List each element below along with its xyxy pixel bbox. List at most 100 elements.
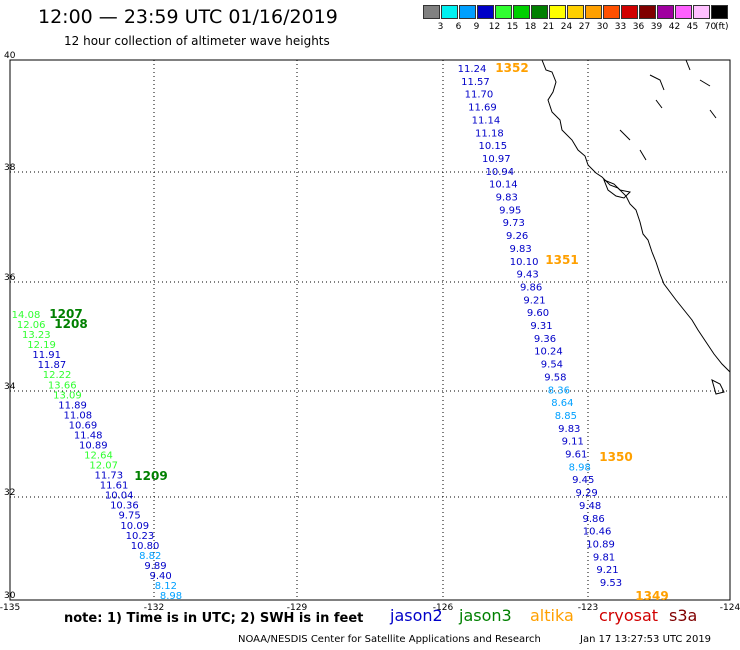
wave-height-value: 10.80 [131, 541, 160, 552]
legend-s3a: s3a [669, 606, 698, 625]
pass-time-label: 1351 [545, 253, 578, 267]
pass-time-label: 1350 [599, 450, 632, 464]
wave-height-value: 9.89 [144, 561, 166, 572]
color-scale-label: 45 [686, 22, 699, 32]
map-frame [9, 59, 731, 601]
wave-height-value: 9.95 [499, 205, 521, 216]
wave-height-value: 12.64 [84, 451, 113, 462]
pass-time-label: 1352 [495, 61, 528, 75]
color-scale-label: 15 [506, 22, 519, 32]
pass-time-label: 1207 [49, 307, 82, 321]
color-swatch [639, 5, 656, 19]
wave-height-value: 9.53 [600, 578, 622, 589]
color-scale-label: 21 [542, 22, 555, 32]
wave-height-value: 9.21 [523, 295, 545, 306]
wave-height-value: 10.46 [583, 527, 612, 538]
wave-height-value: 11.89 [58, 400, 87, 411]
lat-tick-label: 40 [4, 51, 16, 61]
wave-height-value: 9.86 [582, 514, 604, 525]
lon-tick-label: -129 [287, 603, 308, 613]
pass-time-label: 1349 [635, 589, 668, 603]
wave-height-value: 9.26 [506, 231, 528, 242]
color-scale-label: 70 [704, 22, 717, 32]
lat-tick-label: 30 [4, 591, 16, 601]
color-swatch [477, 5, 494, 19]
wave-height-value: 12.19 [27, 340, 56, 351]
inland-lakes [619, 59, 717, 161]
wave-height-value: 9.48 [579, 501, 601, 512]
footnote: note: 1) Time is in UTC; 2) SWH is in fe… [64, 611, 364, 626]
wave-height-value: 9.83 [510, 244, 532, 255]
wave-height-value: 13.23 [22, 330, 51, 341]
lon-tick-label: -126 [433, 603, 454, 613]
wave-height-value: 10.69 [69, 420, 98, 431]
color-scale-label: 39 [650, 22, 663, 32]
color-swatch [423, 5, 440, 19]
color-swatch [657, 5, 674, 19]
wave-height-value: 9.21 [596, 565, 618, 576]
color-scale-label: 6 [455, 22, 462, 32]
legend-altika: altika [530, 606, 574, 625]
wave-height-value: 10.36 [110, 501, 139, 512]
wave-height-value: 11.91 [32, 350, 61, 361]
wave-height-value: 14.08 [12, 310, 41, 321]
color-scale-label: 33 [614, 22, 627, 32]
wave-height-value: 9.86 [520, 282, 542, 293]
color-scale-label: 18 [524, 22, 537, 32]
color-scale-label: 30 [596, 22, 609, 32]
wave-height-value: 8.64 [551, 398, 573, 409]
color-swatch [603, 5, 620, 19]
color-scale-label: 24 [560, 22, 573, 32]
legend-cryosat: cryosat [599, 606, 659, 625]
wave-height-value: 8.82 [139, 551, 161, 562]
wave-height-value: 11.57 [461, 77, 490, 88]
wave-height-value: 8.85 [555, 411, 577, 422]
wave-height-value: 9.73 [503, 218, 525, 229]
wave-height-value: 9.29 [576, 488, 598, 499]
wave-height-value: 11.18 [475, 128, 504, 139]
wave-height-value: 10.14 [489, 180, 518, 191]
wave-height-value: 9.36 [534, 334, 556, 345]
color-swatch [693, 5, 710, 19]
color-scale-label: 12 [488, 22, 501, 32]
wave-height-value: 11.70 [465, 90, 494, 101]
map-subtitle: 12 hour collection of altimeter wave hei… [64, 34, 330, 48]
wave-height-value: 12.22 [43, 370, 72, 381]
wave-height-value: 11.48 [74, 430, 103, 441]
color-scale-label: 36 [632, 22, 645, 32]
legend-jason3: jason3 [459, 606, 512, 625]
wave-height-value: 11.87 [38, 360, 67, 371]
color-swatch [567, 5, 584, 19]
color-scale-label: 3 [437, 22, 444, 32]
wave-height-value: 10.04 [105, 491, 134, 502]
color-scale-label: 9 [473, 22, 480, 32]
color-swatch [495, 5, 512, 19]
bay-outline [603, 179, 632, 199]
wave-height-value: 12.07 [89, 461, 118, 472]
wave-height-value: 8.12 [155, 581, 177, 592]
color-swatch [531, 5, 548, 19]
wave-height-value: 9.58 [544, 372, 566, 383]
wave-height-value: 9.45 [572, 475, 594, 486]
wave-height-value: 9.54 [541, 360, 563, 371]
color-swatch [675, 5, 692, 19]
timestamp-text: Jan 17 13:27:53 UTC 2019 [580, 634, 712, 645]
color-swatch [585, 5, 602, 19]
color-scale-label: 42 [668, 22, 681, 32]
wave-height-value: 8.98 [569, 462, 591, 473]
wave-height-value: 10.15 [479, 141, 508, 152]
wave-height-value: 10.89 [79, 440, 108, 451]
wave-height-value: 10.89 [586, 539, 615, 550]
wave-height-value: 11.14 [472, 115, 501, 126]
wave-height-value: 9.43 [516, 270, 538, 281]
wave-height-value: 8.98 [160, 591, 182, 602]
wave-height-value: 11.61 [100, 481, 129, 492]
wave-height-value: 8.36 [548, 385, 570, 396]
lon-tick-label: -123 [578, 603, 598, 613]
island-outline [711, 379, 725, 395]
wave-height-value: 12.06 [17, 320, 46, 331]
wave-height-value: 10.23 [126, 531, 155, 542]
